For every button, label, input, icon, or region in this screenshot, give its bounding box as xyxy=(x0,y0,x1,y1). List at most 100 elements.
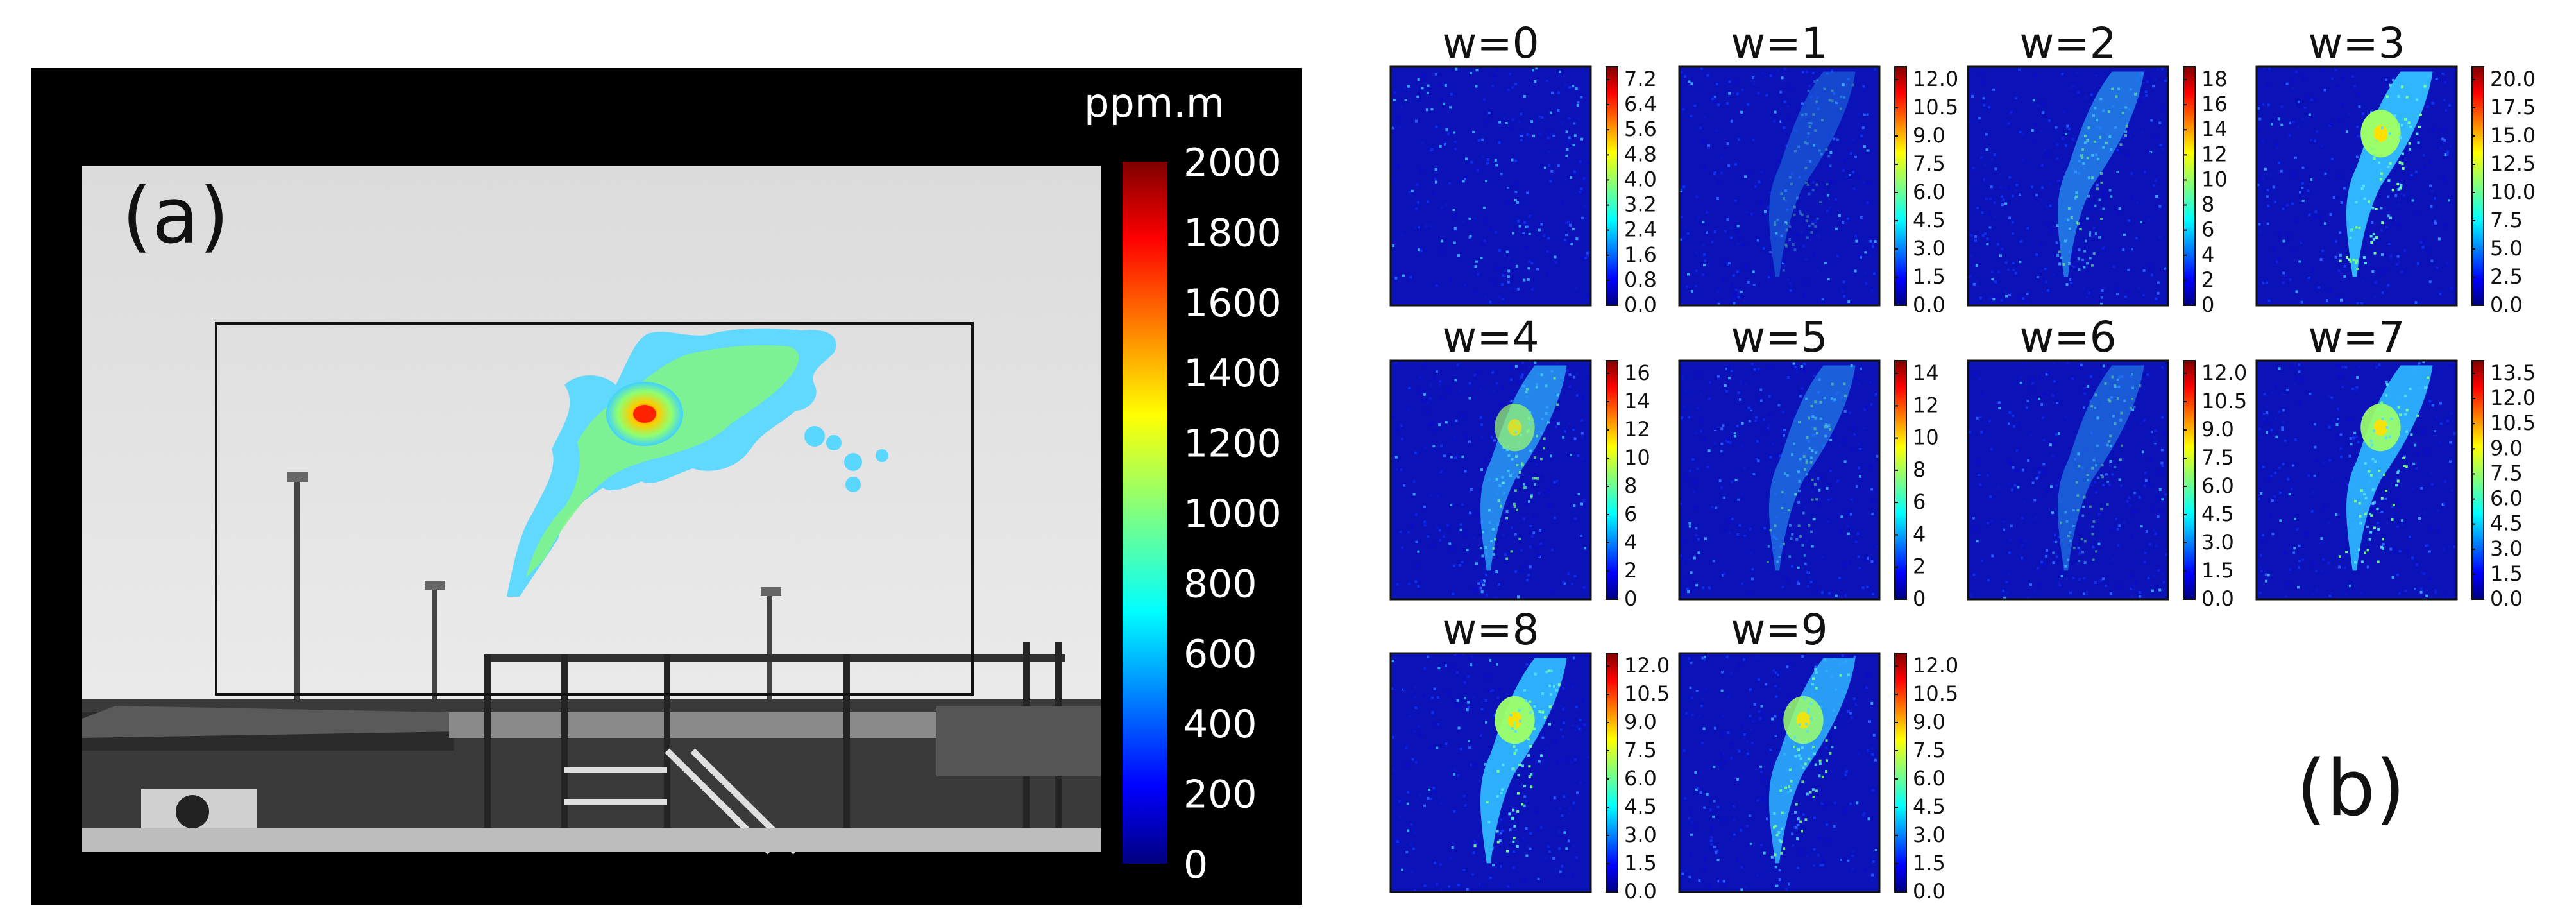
heatmap-panel: w=8 12.0 10.5 9.0 7.5 6.0 4.5 3.0 1.5 0.0 xyxy=(1389,605,1670,903)
gas-camera-image: (a) xyxy=(82,166,1101,855)
colorbar-tick-label: 13.5 xyxy=(2490,361,2536,385)
plume-shape xyxy=(1768,658,1856,864)
colorbar-tick-label: 0 xyxy=(1624,586,1637,611)
plume-shape xyxy=(2346,365,2433,571)
colorbar-tick-label: 14 xyxy=(1624,389,1650,413)
colorbar-tick-label: 15.0 xyxy=(2490,123,2536,148)
colorbar-tick-label: 1800 xyxy=(1183,210,1282,255)
colorbar-tick-label: 10.5 xyxy=(1913,681,1958,706)
plume-shape xyxy=(2057,365,2144,571)
colorbar-tick-label: 1200 xyxy=(1183,422,1282,466)
colorbar-tick-label: 6 xyxy=(2201,218,2214,242)
colorbar-unit-label: ppm.m xyxy=(1084,80,1224,126)
colorbar-tick-label: 6.0 xyxy=(2490,486,2523,511)
colorbar-tick-label: 18 xyxy=(2201,67,2228,91)
colorbar-tick-label: 3.0 xyxy=(1624,823,1657,847)
region-of-interest-box xyxy=(215,322,974,696)
colorbar-tick-label: 20.0 xyxy=(2490,67,2536,91)
colorbar-tick-label: 1400 xyxy=(1183,351,1282,396)
panel-colorbar xyxy=(2183,360,2196,600)
colorbar-tick-label: 1000 xyxy=(1183,492,1282,536)
colorbar-tick-label: 200 xyxy=(1183,773,1257,817)
colorbar-tick-label: 16 xyxy=(1624,361,1650,385)
colorbar-tick-label: 12.0 xyxy=(1913,653,1958,678)
colorbar-tick-label: 7.2 xyxy=(1624,67,1657,91)
colorbar-tick-label: 4.5 xyxy=(1913,794,1945,819)
colorbar-tick-label: 10.5 xyxy=(2490,411,2536,435)
colorbar-tick-label: 9.0 xyxy=(1913,123,1945,148)
colorbar-tick-label: 6.0 xyxy=(1624,766,1657,791)
panel-title: w=7 xyxy=(2308,312,2405,362)
colorbar-tick-label: 10 xyxy=(1913,425,1939,450)
heatmap-panel: w=6 12.0 10.5 9.0 7.5 6.0 4.5 3.0 1.5 0.0 xyxy=(1967,312,2247,611)
colorbar-tick-label: 5.6 xyxy=(1624,117,1657,141)
colorbar-tick-label: 3.0 xyxy=(2490,536,2523,561)
colorbar-tick-label: 12 xyxy=(2201,142,2228,166)
colorbar-tick-label: 1.5 xyxy=(1624,851,1657,875)
colorbar-tick-label: 14 xyxy=(2201,117,2228,141)
colorbar-tick-label: 17.5 xyxy=(2490,95,2536,119)
colorbar-tick-label: 2.4 xyxy=(1624,218,1657,242)
colorbar-tick-label: 8 xyxy=(1624,474,1637,498)
plume-shape xyxy=(2346,71,2433,277)
colorbar-tick-label: 10.5 xyxy=(2201,389,2247,413)
colorbar-tick-label: 6.4 xyxy=(1624,92,1657,116)
colorbar-tick-label: 12.5 xyxy=(2490,151,2536,176)
colorbar-tick-label: 10.5 xyxy=(1624,681,1670,706)
colorbar-tick-label: 7.5 xyxy=(2490,461,2523,485)
panel-title: w=0 xyxy=(1442,19,1539,68)
colorbar-tick-label: 800 xyxy=(1183,561,1257,606)
colorbar-tick-label: 12.0 xyxy=(2201,361,2247,385)
colorbar-tick-label: 2.5 xyxy=(2490,264,2523,289)
colorbar-tick-label: 16 xyxy=(2201,92,2228,116)
colorbar-tick-label: 1.5 xyxy=(1913,851,1945,875)
colorbar-tick-label: 6 xyxy=(1913,490,1926,514)
colorbar-tick-label: 3.0 xyxy=(1913,823,1945,847)
panel-colorbar xyxy=(1894,66,1907,306)
plume-shape xyxy=(2057,71,2144,277)
colorbar-tick-label: 0 xyxy=(1913,586,1926,611)
colorbar-tick-label: 7.5 xyxy=(2201,445,2234,470)
panel-colorbar xyxy=(1606,66,1618,306)
colorbar-tick-label: 0.0 xyxy=(1624,293,1657,317)
colorbar-tick-label: 9.0 xyxy=(1624,710,1657,734)
colorbar-tick-label: 4 xyxy=(1913,522,1926,546)
colorbar-tick-label: 1.6 xyxy=(1624,243,1657,267)
panel-colorbar xyxy=(1894,360,1907,600)
colorbar-tick-label: 0.8 xyxy=(1624,268,1657,292)
colorbar-tick-label: 12 xyxy=(1913,393,1939,417)
panel-title: w=6 xyxy=(2019,312,2116,362)
colorbar-tick-label: 12 xyxy=(1624,417,1650,441)
panel-colorbar xyxy=(1606,360,1618,600)
panel-title: w=1 xyxy=(1731,19,1827,68)
colorbar-tick-label: 0.0 xyxy=(2201,586,2234,611)
colorbar-tick-label: 8 xyxy=(2201,193,2214,217)
colorbar-tick-label: 12.0 xyxy=(1624,653,1670,678)
colorbar-tick-label: 1.5 xyxy=(2490,561,2523,586)
colorbar-tick-label: 4.5 xyxy=(2201,502,2234,526)
heatmap-panel: w=5 14 12 10 8 6 4 2 0 xyxy=(1678,312,1939,611)
heatmap-background xyxy=(1679,67,1879,305)
colorbar-tick-label: 10 xyxy=(2201,167,2228,191)
heatmap-background xyxy=(1968,361,2168,599)
colorbar-tick-label: 6 xyxy=(1624,502,1637,526)
colorbar-tick-label: 0.0 xyxy=(2490,586,2523,611)
heatmap-panel: w=4 16 14 12 10 8 6 4 2 0 xyxy=(1389,312,1650,611)
panel-title: w=9 xyxy=(1731,605,1827,654)
colorbar-tick-label: 4.5 xyxy=(1624,794,1657,819)
plume-shape xyxy=(1480,658,1567,864)
colorbar-tick-label: 12.0 xyxy=(1913,67,1958,91)
panel-b-label: (b) xyxy=(2296,744,2405,834)
colorbar-tick-label: 1.5 xyxy=(2201,558,2234,583)
colorbar-tick-label: 1600 xyxy=(1183,281,1282,326)
colorbar-tick-label: 0.0 xyxy=(1913,293,1945,317)
colorbar-tick-label: 2 xyxy=(1913,554,1926,579)
colorbar-tick-label: 4.5 xyxy=(2490,511,2523,536)
panel-title: w=5 xyxy=(1731,312,1827,362)
panel-b: w=07.26.45.64.84.03.22.41.60.80.0w=112.0… xyxy=(1389,19,2536,903)
colorbar-tick-label: 2000 xyxy=(1183,141,1282,185)
colorbar-tick-label: 4 xyxy=(1624,530,1637,554)
